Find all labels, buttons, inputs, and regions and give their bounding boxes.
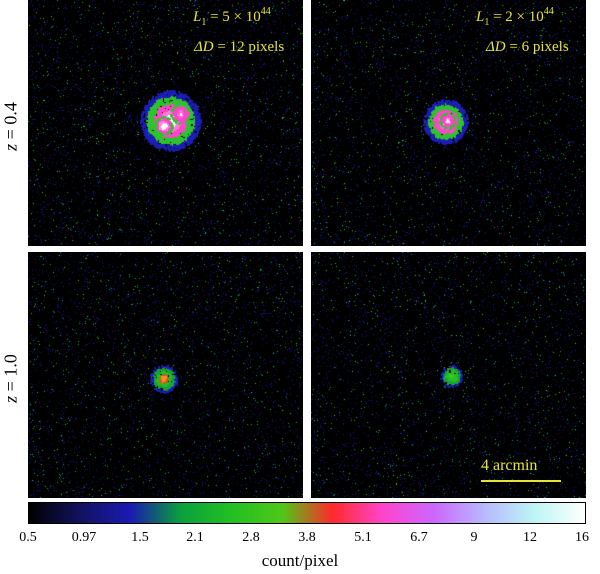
image-panel-z10-right: 4 arcmin: [311, 252, 586, 498]
luminosity-label: L1 = 2 × 1044: [476, 6, 554, 28]
offset-label: ΔD = 6 pixels: [486, 39, 569, 55]
colorbar-tick: 1.5: [131, 530, 149, 545]
image-canvas: [311, 252, 586, 498]
colorbar-tick: 3.8: [298, 530, 316, 545]
colorbar: [28, 502, 586, 524]
colorbar-tick: 0.5: [19, 530, 37, 545]
offset-label: ΔD = 12 pixels: [194, 39, 285, 55]
colorbar-label: count/pixel: [261, 551, 339, 570]
image-panel-z04-right: L1 = 2 × 1044 ΔD = 6 pixels: [311, 0, 586, 246]
image-canvas: [311, 0, 586, 246]
colorbar-tick: 2.8: [242, 530, 260, 545]
colorbar-tick: 6.7: [410, 530, 428, 545]
colorbar-tick: 16: [575, 530, 589, 545]
colorbar-tick: 12: [523, 530, 537, 545]
colorbar-tick: 2.1: [186, 530, 204, 545]
scale-bar-label: 4 arcmin: [481, 457, 538, 474]
colorbar-tick: 0.97: [71, 530, 97, 545]
image-panel-z04-left: L1 = 5 × 1044 ΔD = 12 pixels: [28, 0, 303, 246]
image-canvas: [28, 0, 303, 246]
colorbar-tick: 9: [470, 530, 478, 545]
luminosity-label: L1 = 5 × 1044: [193, 6, 271, 28]
image-canvas: [28, 252, 303, 498]
scale-bar: [481, 480, 561, 482]
image-panel-z10-left: [28, 252, 303, 498]
row-label-z10: z = 1.0: [0, 354, 21, 403]
colorbar-tick: 5.1: [354, 530, 372, 545]
row-label-z04: z = 0.4: [0, 102, 21, 151]
